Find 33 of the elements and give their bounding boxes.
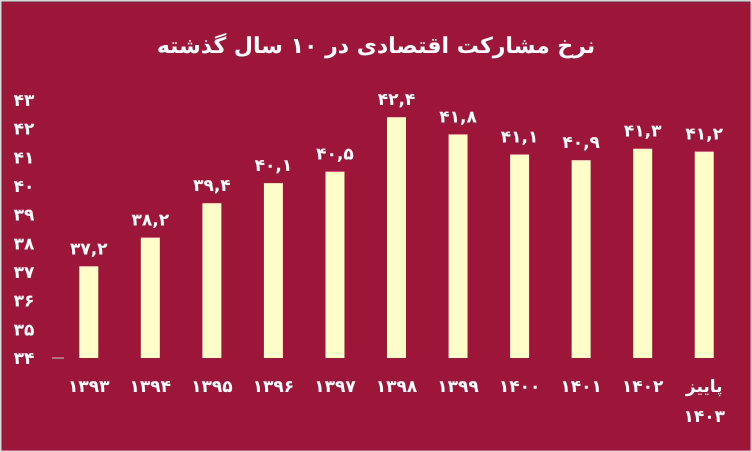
y-tick-label: ۳۴ <box>14 349 34 369</box>
y-tick-label: ۳۶ <box>14 292 34 312</box>
x-tick-label: ۱۳۹۸ <box>376 377 418 397</box>
y-tick-label: ۴۲ <box>14 120 35 140</box>
title: نرخ مشارکت اقتصادی در ۱۰ سال گذشته <box>156 34 596 59</box>
y-tick-label: ۴۰ <box>14 177 34 197</box>
x-tick-label: ۱۳۹۷ <box>314 377 356 397</box>
data-label: ۴۰,۱ <box>254 156 292 176</box>
x-tick-label: ۱۳۹۶ <box>252 377 294 397</box>
y-tick-label: ۳۹ <box>14 206 35 226</box>
x-tick-label: ۱۴۰۲ <box>622 377 664 397</box>
data-label: ۴۰,۹ <box>562 133 601 154</box>
data-label: ۴۱,۳ <box>624 122 662 142</box>
x-tick-label: ۱۳۹۹ <box>437 377 480 397</box>
x-tick-label: ۱۳۹۵ <box>191 377 233 397</box>
x-tick-label: ۱۴۰۱ <box>560 377 602 397</box>
data-label: ۴۲,۴ <box>378 90 416 110</box>
y-tick-label: ۳۷ <box>14 263 35 283</box>
data-label: ۴۱,۸ <box>439 107 478 128</box>
x-tick-label: ۱۳۹۳ <box>68 377 110 397</box>
x-tick-label: ۱۴۰۰ <box>498 377 540 397</box>
y-tick-label: ۴۳ <box>14 91 35 111</box>
data-label: ۴۱,۲ <box>685 124 724 145</box>
data-label: ۴۰,۵ <box>316 144 354 165</box>
data-label: ۳۹,۴ <box>193 176 231 196</box>
data-label: ۳۸,۲ <box>132 210 170 231</box>
x-tick-label: ۱۳۹۴ <box>130 377 172 397</box>
data-label: ۴۱,۱ <box>500 127 538 148</box>
data-label: ۳۷,۲ <box>70 239 108 260</box>
x-tick-label: پاییز ۱۴۰۳ <box>683 377 726 427</box>
y-tick-label: ۳۵ <box>14 320 34 340</box>
y-tick-label: ۳۸ <box>14 234 35 254</box>
y-tick-label: ۴۱ <box>14 148 34 168</box>
